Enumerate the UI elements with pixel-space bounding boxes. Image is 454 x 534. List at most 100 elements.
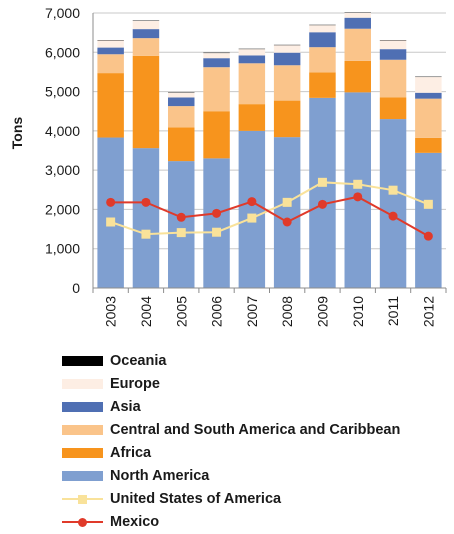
- legend-swatch: [62, 492, 103, 506]
- legend-swatch: [62, 446, 103, 460]
- y-tick-label: 7,000: [45, 5, 80, 21]
- legend-item: Oceania: [62, 349, 400, 372]
- bar-segment-north-america-2008: [273, 137, 301, 288]
- bar-segment-north-america-2012: [415, 152, 442, 288]
- bar-segment-europe-2009: [309, 25, 336, 33]
- legend-label: Europe: [110, 375, 160, 392]
- series-line-mexico: [110, 195, 429, 238]
- bar-segment-central-and-south-america-and-caribbean-2005: [168, 106, 195, 128]
- data-point-united-states-of-america-2011: [388, 185, 398, 195]
- bar-segment-central-and-south-america-and-caribbean-2011: [379, 59, 407, 98]
- bar-segment-europe-2007: [238, 49, 266, 56]
- legend-item: North America: [62, 464, 400, 487]
- x-tick-label: 2012: [420, 296, 436, 327]
- legend-swatch: [62, 469, 103, 483]
- legend-item: Africa: [62, 441, 400, 464]
- y-tick-label: 0: [72, 280, 80, 296]
- bar-segment-asia-2007: [238, 55, 266, 64]
- axes: [92, 13, 447, 293]
- bar-segment-asia-2011: [379, 49, 407, 60]
- bar-segment-central-and-south-america-and-caribbean-2008: [273, 65, 301, 101]
- bar-segment-asia-2006: [203, 58, 230, 68]
- chart-plot: 0 1,000 2,000 3,000 4,000 5,000 6,000 7,000 200…: [9, 5, 447, 327]
- legend-item: Central and South America and Caribbean: [62, 418, 400, 441]
- data-point-mexico-2011: [388, 211, 398, 221]
- bar-segment-asia-2005: [168, 97, 195, 107]
- x-tick-label: 2009: [314, 296, 330, 327]
- y-tick-label: 6,000: [45, 44, 80, 60]
- x-tick-label: 2005: [173, 296, 189, 327]
- y-tick-label: 2,000: [45, 201, 80, 217]
- x-tick-labels: 2003 2004 2005 2006 2007 2008 2009 2010 2011 2012: [103, 296, 437, 327]
- legend-swatch: [62, 423, 103, 437]
- legend-label: Oceania: [110, 352, 167, 369]
- data-point-united-states-of-america-2009: [317, 177, 327, 187]
- bar-segment-africa-2008: [273, 100, 301, 138]
- data-point-united-states-of-america-2005: [176, 228, 186, 238]
- bar-segment-europe-2008: [273, 45, 301, 53]
- y-tick-label: 5,000: [45, 84, 80, 100]
- y-tick-label: 4,000: [45, 123, 80, 139]
- legend-swatch: [62, 354, 103, 368]
- bar-segment-central-and-south-america-and-caribbean-2004: [132, 38, 160, 56]
- bar-segment-africa-2004: [132, 55, 160, 149]
- data-point-united-states-of-america-2008: [282, 197, 292, 207]
- bar-segment-central-and-south-america-and-caribbean-2012: [415, 98, 442, 138]
- bar-segment-central-and-south-america-and-caribbean-2007: [238, 63, 266, 105]
- bar-segment-north-america-2003: [97, 137, 124, 288]
- bar-segment-north-america-2007: [238, 130, 266, 288]
- legend-item: Mexico: [62, 511, 400, 534]
- bar-segment-north-america-2011: [379, 119, 407, 288]
- data-point-mexico-2007: [247, 197, 257, 207]
- bar-segment-africa-2009: [309, 72, 336, 98]
- y-tick-label: 3,000: [45, 162, 80, 178]
- bar-segment-europe-2012: [415, 77, 442, 93]
- legend-label: Asia: [110, 398, 141, 415]
- x-tick-label: 2008: [279, 296, 295, 327]
- data-point-united-states-of-america-2010: [353, 179, 363, 189]
- bars: [97, 12, 442, 288]
- x-tick-label: 2004: [138, 296, 154, 327]
- data-point-united-states-of-america-2012: [423, 199, 433, 209]
- bar-segment-africa-2003: [97, 73, 124, 138]
- legend-item: Asia: [62, 395, 400, 418]
- bar-segment-europe-2006: [203, 53, 230, 59]
- x-tick-label: 2006: [209, 296, 225, 327]
- legend-label: Central and South America and Caribbean: [110, 421, 401, 438]
- data-point-united-states-of-america-2007: [247, 213, 257, 223]
- data-point-mexico-2010: [353, 192, 363, 202]
- legend-item: United States of America: [62, 488, 400, 511]
- bar-segment-europe-2011: [379, 40, 407, 50]
- bar-segment-north-america-2006: [203, 158, 230, 288]
- bar-segment-north-america-2010: [344, 92, 371, 288]
- bar-segment-asia-2012: [415, 92, 442, 99]
- data-point-mexico-2004: [141, 197, 151, 207]
- bar-segment-africa-2010: [344, 60, 371, 93]
- data-point-united-states-of-america-2004: [141, 229, 151, 239]
- bar-segment-africa-2007: [238, 104, 266, 131]
- data-point-mexico-2003: [106, 197, 116, 207]
- data-point-mexico-2008: [282, 217, 292, 227]
- bar-segment-north-america-2009: [309, 97, 336, 288]
- legend: Oceania Europe Asia Central and South Ameri…: [62, 349, 400, 534]
- data-point-united-states-of-america-2003: [106, 217, 116, 227]
- data-point-mexico-2006: [212, 208, 222, 218]
- bar-segment-asia-2008: [273, 52, 301, 66]
- bar-segment-north-america-2005: [168, 161, 195, 288]
- legend-label: Mexico: [110, 514, 160, 531]
- bar-segment-asia-2003: [97, 47, 124, 55]
- y-axis-label: Tons: [9, 117, 25, 150]
- data-point-united-states-of-america-2006: [212, 227, 222, 237]
- bar-segment-central-and-south-america-and-caribbean-2010: [344, 28, 371, 61]
- x-tick-label: 2011: [385, 296, 401, 326]
- bar-segment-central-and-south-america-and-caribbean-2003: [97, 54, 124, 74]
- x-tick-label: 2003: [103, 296, 119, 327]
- data-point-mexico-2009: [317, 199, 327, 209]
- legend-label: Africa: [110, 444, 152, 461]
- bar-segment-europe-2003: [97, 40, 124, 48]
- series-line-united-states-of-america: [110, 181, 429, 236]
- data-point-mexico-2012: [423, 231, 433, 241]
- x-tick-label: 2007: [244, 296, 260, 327]
- bar-segment-europe-2010: [344, 13, 371, 18]
